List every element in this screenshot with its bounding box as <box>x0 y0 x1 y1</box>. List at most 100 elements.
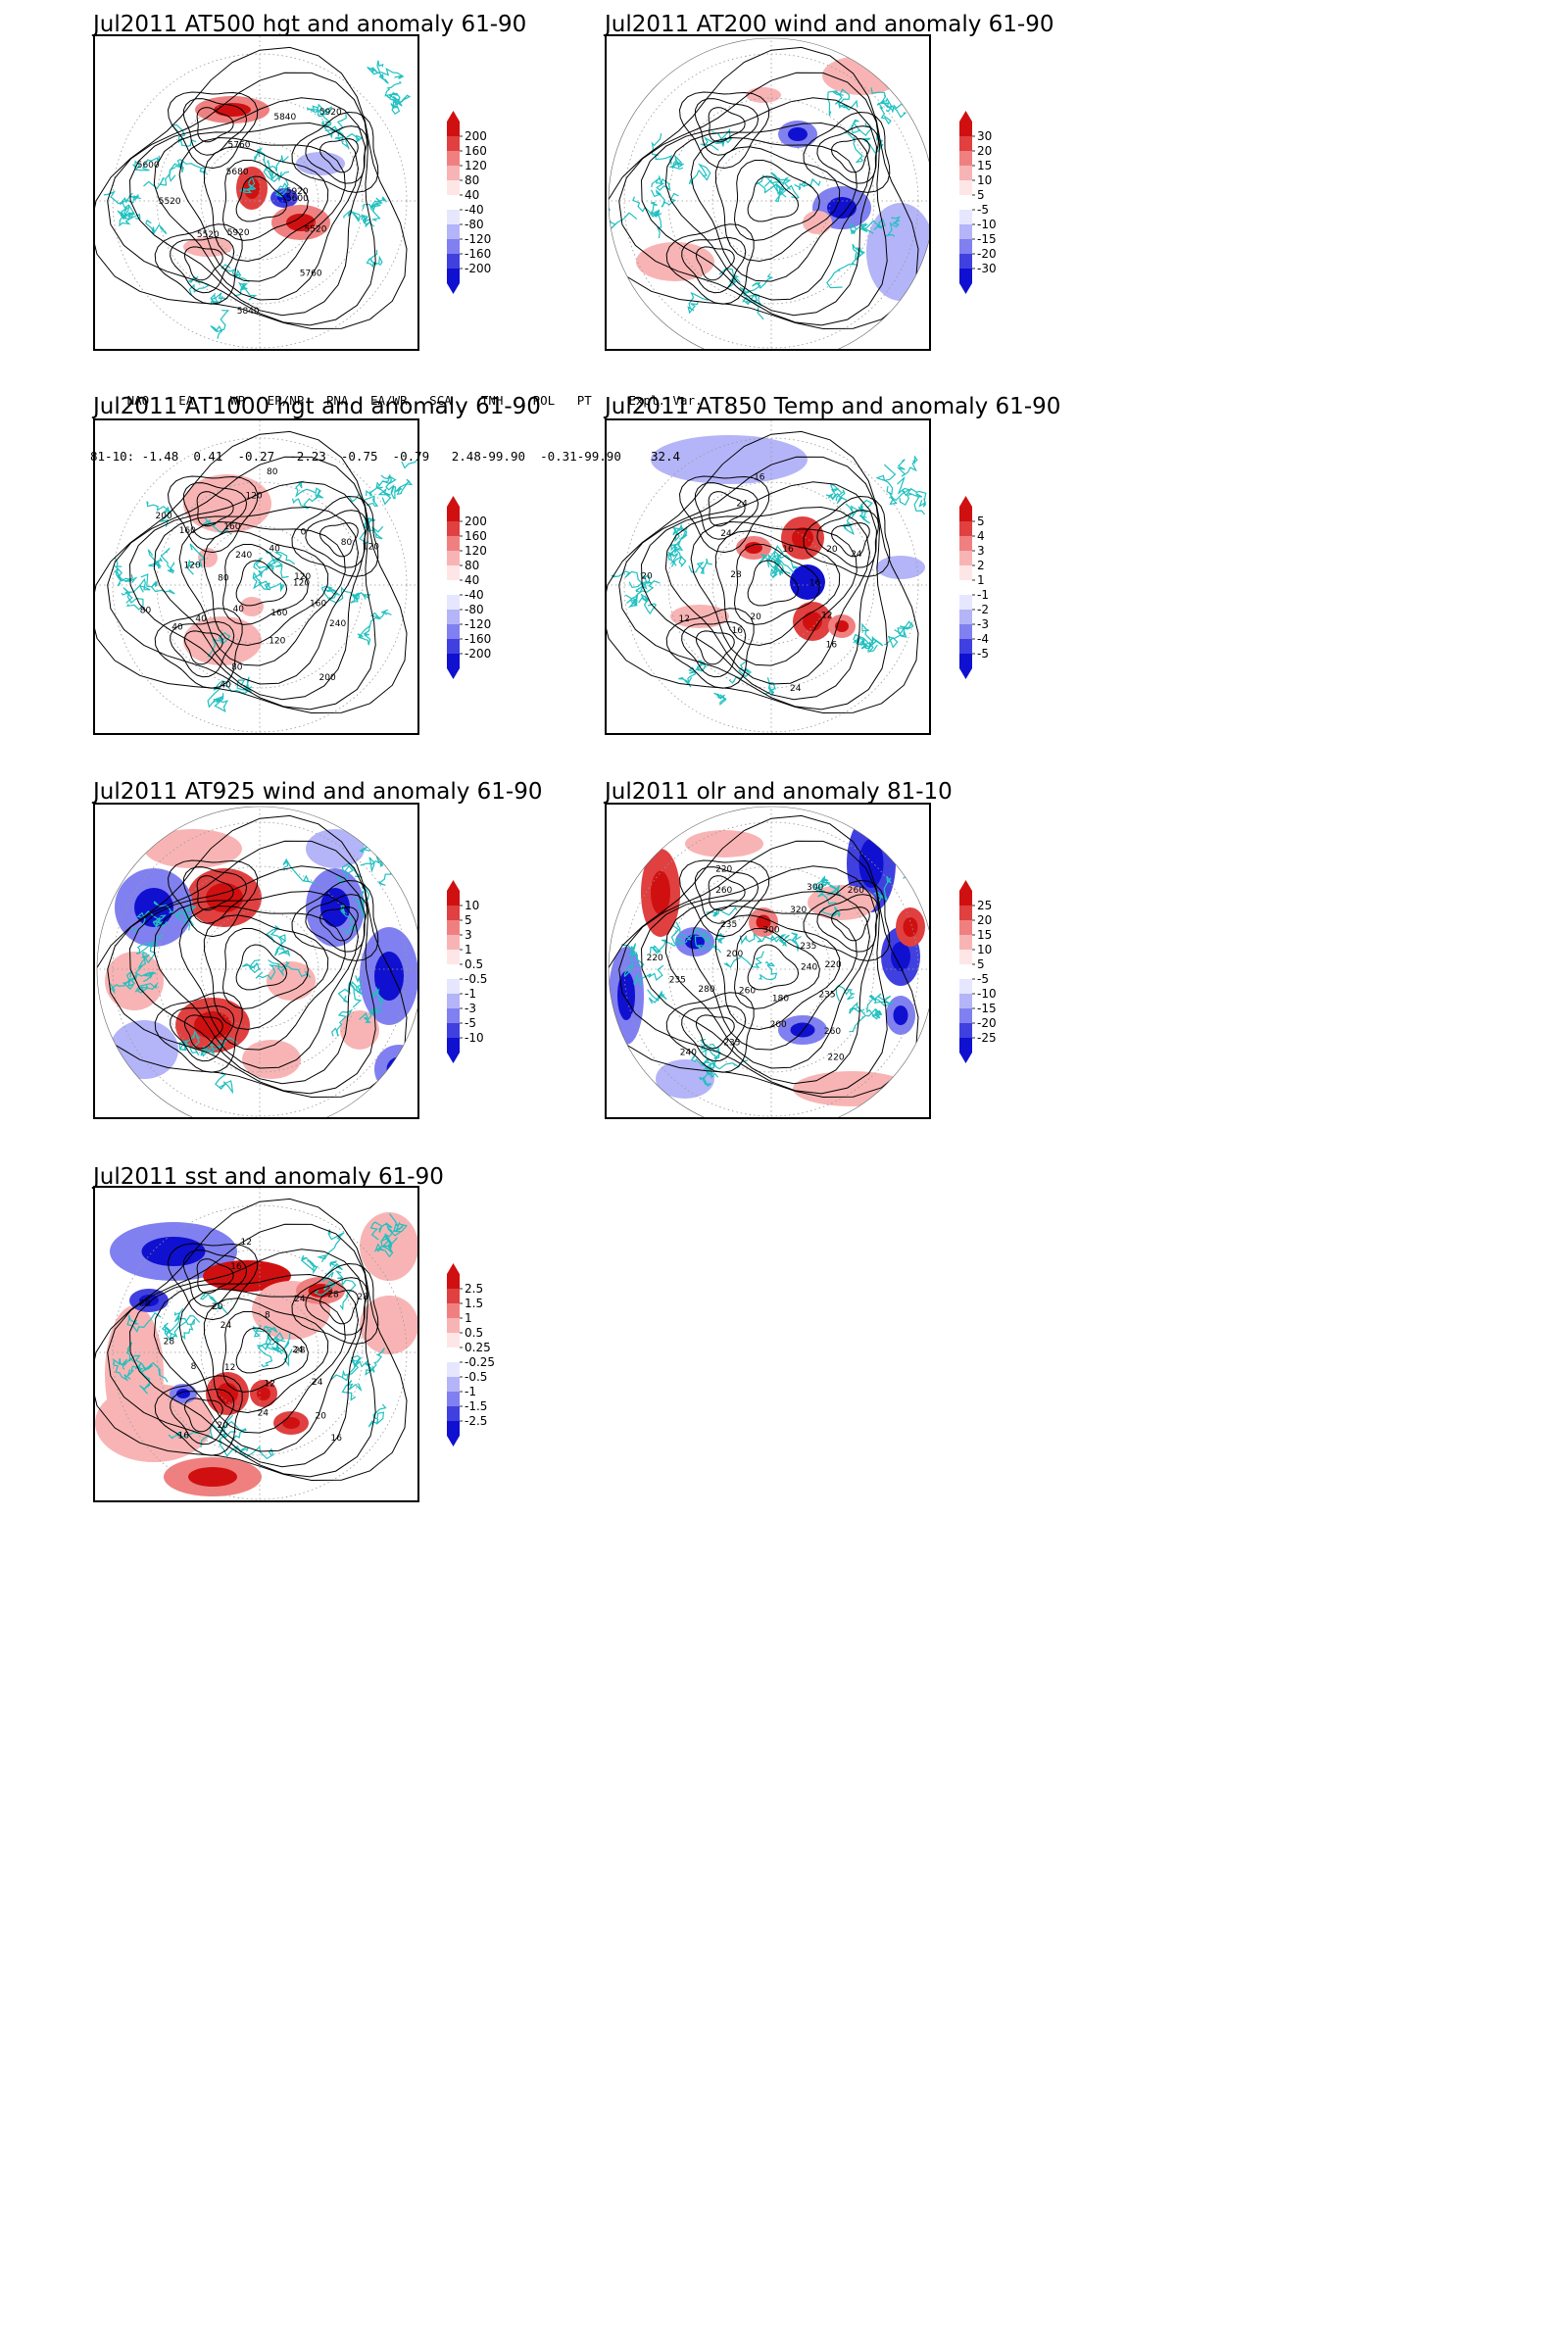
colorbar-label: 30 <box>977 129 992 143</box>
contour-label: 16 <box>826 641 838 651</box>
colorbar-segment <box>447 269 460 283</box>
colorbar-label: 5 <box>977 514 985 528</box>
colorbar-segment <box>959 166 972 180</box>
contour-label: 12 <box>264 1380 274 1390</box>
colorbar-label: -80 <box>465 218 484 231</box>
contour-label: 28 <box>730 570 742 580</box>
contour-label: 28 <box>164 1338 175 1348</box>
colorbar-segment <box>447 151 460 166</box>
colorbar-segment <box>447 136 460 151</box>
colorbar-segment <box>447 595 460 610</box>
contour-label: 235 <box>800 942 816 952</box>
colorbar-segment <box>959 1023 972 1038</box>
contour-label: 16 <box>177 1432 189 1442</box>
colorbar-segment <box>959 507 972 521</box>
contour-label: 12 <box>240 1238 251 1248</box>
colorbar-label: 3 <box>465 928 472 942</box>
contour-label: 160 <box>179 526 196 536</box>
contour-label: 200 <box>726 950 743 959</box>
contour-label: 28 <box>357 1293 368 1302</box>
colorbar-label: -4 <box>977 632 989 646</box>
colorbar-label: 25 <box>977 899 992 912</box>
colorbar-label: 120 <box>465 159 487 172</box>
contour-label: 120 <box>246 491 263 501</box>
colorbar-label: -1 <box>465 1385 476 1398</box>
contour-label: 16 <box>782 545 794 555</box>
colorbar-segment <box>447 994 460 1008</box>
contour-label: 235 <box>669 975 686 985</box>
colorbar-label: 10 <box>465 899 479 912</box>
colorbar-segment <box>959 122 972 136</box>
contour-label: 260 <box>824 1027 841 1037</box>
contour-label: 320 <box>790 906 807 915</box>
contour-label: 300 <box>762 926 779 936</box>
colorbar-segment <box>959 195 972 210</box>
colorbar-label: 3 <box>977 544 985 558</box>
colorbar-label: 10 <box>977 173 992 187</box>
colorbar-segment <box>447 166 460 180</box>
colorbar-label: 5 <box>465 913 472 927</box>
contour-label: 240 <box>329 619 346 629</box>
colorbar-segment <box>447 580 460 595</box>
colorbar-segment <box>447 654 460 668</box>
colorbar-label: -40 <box>465 588 484 602</box>
map-panel <box>93 803 419 1119</box>
positive-anomaly-area <box>793 1071 910 1106</box>
contour-lines <box>609 46 919 330</box>
panel-title: Jul2011 AT200 wind and anomaly 61-90 <box>605 12 1054 37</box>
contour-label: 160 <box>223 522 240 532</box>
contour-label: 80 <box>341 538 353 548</box>
contour-label: 24 <box>312 1378 323 1388</box>
colorbar-label: -0.5 <box>465 972 487 986</box>
colorbar-segment <box>447 979 460 994</box>
contour-label: 12 <box>678 614 689 624</box>
colorbar-label: -120 <box>465 232 491 246</box>
contour-label: 200 <box>156 512 172 521</box>
coastline <box>113 458 417 713</box>
contour-label: 0 <box>301 528 307 538</box>
positive-anomaly-area <box>803 211 832 234</box>
positive-anomaly-area <box>340 1010 379 1050</box>
colorbar-label: -10 <box>465 1031 484 1045</box>
colorbar-segment <box>959 610 972 624</box>
contour-label: 260 <box>715 886 732 896</box>
contour-label: 40 <box>233 605 245 614</box>
map-canvas: 1201602402001601208040404040808012016020… <box>95 420 417 733</box>
colorbar-label: -200 <box>465 262 491 275</box>
colorbar-segment <box>447 254 460 269</box>
colorbar-segment <box>447 1348 460 1362</box>
colorbar-label: -10 <box>977 987 997 1001</box>
colorbar-segment <box>959 979 972 994</box>
colorbar-label: -0.5 <box>465 1370 487 1384</box>
positive-anomaly-area <box>685 830 763 858</box>
colorbar-segment <box>447 1362 460 1377</box>
contour-label: 8 <box>191 1362 197 1372</box>
colorbar-label: 15 <box>977 928 992 942</box>
colorbar-label: -2 <box>977 603 989 616</box>
colorbar-label: 20 <box>977 144 992 158</box>
colorbar-label: -3 <box>465 1002 476 1015</box>
colorbar-segment <box>959 891 972 906</box>
colorbar-segment <box>959 950 972 964</box>
contour-label: 220 <box>827 1054 844 1063</box>
colorbar-segment <box>447 624 460 639</box>
negative-anomaly-area <box>374 1045 417 1094</box>
panel-title: Jul2011 sst and anomaly 61-90 <box>93 1164 444 1190</box>
positive-anomaly-area <box>183 474 271 533</box>
contour-label: 280 <box>698 985 714 995</box>
contour-label: 120 <box>184 561 201 570</box>
contour-label: 235 <box>818 991 835 1001</box>
colorbar-segment <box>447 891 460 906</box>
contour-label: 120 <box>269 637 285 647</box>
contour-label: 200 <box>770 1020 787 1030</box>
colorbar-segment <box>447 551 460 565</box>
negative-anomaly-area <box>656 1059 714 1099</box>
positive-anomaly-area <box>105 952 164 1010</box>
contour-label: 80 <box>140 606 152 615</box>
negative-anomaly-area <box>296 152 345 175</box>
colorbar-label: 4 <box>977 529 985 543</box>
colorbar-label: 1 <box>465 943 472 956</box>
colorbar-label: -20 <box>977 247 997 261</box>
